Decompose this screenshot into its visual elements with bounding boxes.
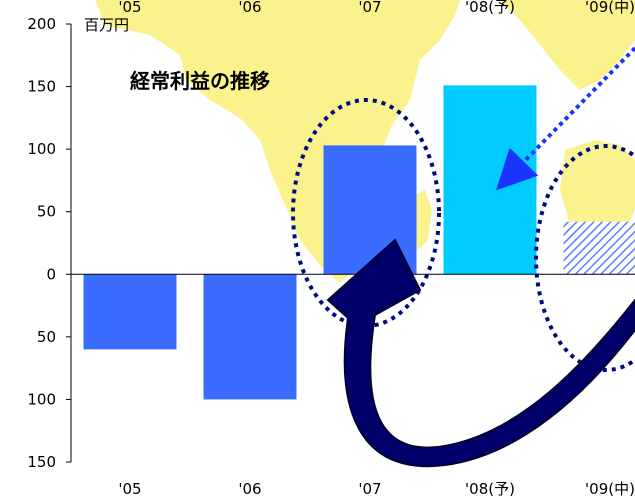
y-tick-label: 150 [27, 78, 56, 96]
y-tick-label: 0 [46, 265, 56, 283]
x-bottom-label: '09(中) [585, 480, 635, 498]
x-top-label: '09(中) [585, 0, 635, 16]
dotted-pointer-arrow [496, 46, 635, 191]
x-top-label: '05 [118, 0, 141, 16]
x-bottom-label: '08(予) [465, 480, 515, 498]
chart-title: 経常利益の推移 [130, 69, 270, 93]
y-tick-label: 200 [27, 15, 56, 33]
bar-3 [443, 85, 537, 275]
x-axis-top-labels: '05 '06 '07 '08(予) '09(中) [118, 0, 635, 16]
x-bottom-label: '05 [118, 480, 141, 498]
curved-recovery-arrow [326, 238, 635, 468]
bar-1 [203, 274, 297, 400]
map-landmass-madagascar [412, 190, 432, 250]
x-top-label: '08(予) [465, 0, 515, 16]
x-axis-bottom-labels: '05 '06 '07 '08(予) '09(中) [118, 480, 635, 498]
bar-4 [563, 221, 635, 275]
map-landmass-australia [560, 140, 635, 245]
y-axis-ticks: 200 150 100 50 0 50 100 150 [27, 15, 71, 471]
x-bottom-label: '07 [358, 480, 381, 498]
y-axis-unit-label: 百万円 [84, 16, 129, 34]
x-bottom-label: '06 [238, 480, 261, 498]
bar-0 [83, 274, 177, 350]
y-tick-label: 50 [37, 203, 56, 221]
x-top-label: '06 [238, 0, 261, 16]
y-tick-label: 50 [37, 328, 56, 346]
y-tick-label: 150 [27, 453, 56, 471]
highlight-ellipse-09 [534, 144, 635, 372]
x-top-label: '07 [358, 0, 381, 16]
y-tick-label: 100 [27, 140, 56, 158]
y-tick-label: 100 [27, 390, 56, 408]
map-landmass-asia [500, 0, 635, 90]
